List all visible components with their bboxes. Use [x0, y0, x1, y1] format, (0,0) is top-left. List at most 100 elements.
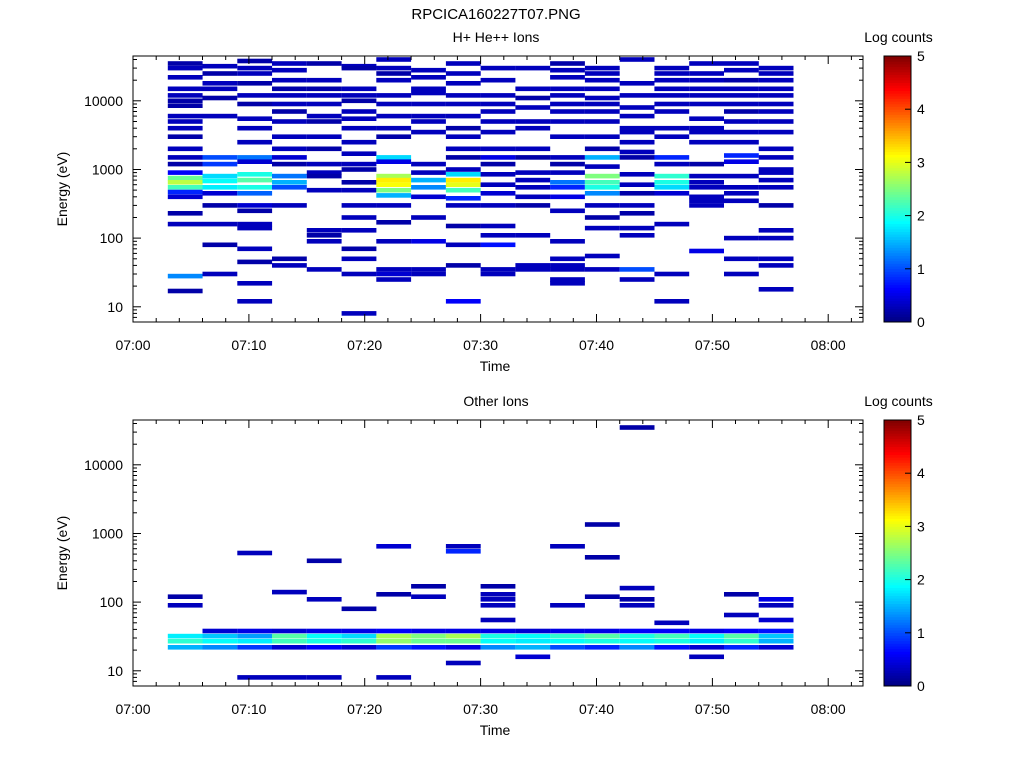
colorbar-swatch: [884, 667, 911, 671]
colorbar-tick-label: 2: [917, 572, 925, 588]
colorbar-swatch: [884, 608, 911, 612]
heatmap-cell: [689, 125, 724, 131]
colorbar-swatch: [884, 56, 911, 60]
panel-title: Other Ions: [463, 393, 528, 409]
heatmap-cell: [202, 242, 238, 248]
colorbar-swatch: [884, 66, 911, 70]
colorbar-swatch: [884, 173, 911, 177]
colorbar-swatch: [884, 242, 911, 246]
colorbar-swatch: [884, 502, 911, 506]
heatmap-cell: [306, 61, 342, 66]
heatmap-cell: [341, 256, 377, 262]
heatmap-cell: [724, 271, 759, 277]
colorbar-tick-label: 5: [917, 412, 925, 428]
heatmap-cell: [550, 134, 585, 139]
colorbar-swatch: [884, 154, 911, 158]
heatmap-cell: [376, 239, 412, 244]
heatmap-cell: [445, 544, 481, 549]
heatmap-cell: [515, 263, 551, 268]
colorbar-swatch: [884, 181, 911, 185]
x-axis: 07:00 07:10 07:20 07:30 07:40 07:50 08:00: [115, 420, 852, 717]
heatmap-cell: [411, 239, 446, 244]
heatmap-cell: [202, 95, 238, 101]
heatmap-cell: [619, 57, 655, 62]
colorbar-swatch: [884, 295, 911, 299]
heatmap-cell: [550, 544, 585, 549]
heatmap-cell: [411, 75, 446, 80]
heatmap-cell: [202, 628, 238, 634]
colorbar-swatch: [884, 590, 911, 594]
y-tick-label: 10000: [84, 457, 123, 473]
colorbar-swatch: [884, 204, 911, 209]
heatmap-cell: [272, 155, 307, 160]
colorbar-swatch: [884, 497, 911, 501]
colorbar-swatch: [884, 103, 911, 107]
heatmap-cell: [306, 161, 342, 167]
colorbar-swatch: [884, 571, 911, 575]
heatmap-cell: [202, 86, 238, 92]
colorbar-swatch: [884, 316, 911, 320]
heatmap-cell: [515, 105, 551, 110]
heatmap-cell: [619, 211, 655, 216]
colorbar-swatch: [884, 603, 911, 607]
colorbar-swatch: [884, 435, 911, 440]
x-tick-label: 07:10: [231, 337, 266, 353]
heatmap-cell: [167, 65, 203, 71]
colorbar-swatch: [884, 122, 911, 126]
colorbar-swatch: [884, 683, 911, 687]
colorbar-swatch: [884, 646, 911, 650]
heatmap-cell: [550, 263, 585, 268]
heatmap-cell: [758, 71, 794, 76]
colorbar-swatch: [884, 614, 911, 618]
heatmap-cell: [306, 134, 342, 139]
heatmap-cell: [584, 215, 620, 220]
heatmap-cell: [654, 93, 690, 98]
heatmap-cell: [584, 155, 620, 160]
colorbar-swatch: [884, 489, 911, 493]
heatmap-cell: [480, 182, 516, 187]
colorbar-swatch: [884, 258, 911, 262]
heatmap-cell: [237, 259, 273, 265]
colorbar-swatch: [884, 611, 911, 615]
colorbar-tick-label: 0: [917, 678, 925, 694]
heatmap-cell: [689, 161, 724, 167]
heatmap-cell: [272, 134, 307, 139]
heatmap-cell: [445, 61, 481, 66]
heatmap-cell: [341, 628, 377, 634]
heatmap-cell: [341, 187, 377, 193]
heatmap-cell: [515, 95, 551, 101]
heatmap-cell: [689, 194, 724, 200]
heatmap-cell: [237, 93, 273, 98]
colorbar-swatch: [884, 529, 911, 533]
heatmap-cell: [480, 129, 516, 135]
colorbar-swatch: [884, 672, 911, 676]
heatmap-cell: [445, 633, 481, 639]
heatmap-cell: [654, 125, 690, 131]
colorbar-swatch: [884, 433, 911, 437]
colorbar-swatch: [884, 542, 911, 546]
heatmap-cell: [376, 203, 412, 208]
heatmap-cell: [272, 77, 307, 83]
heatmap-cell: [376, 592, 412, 597]
heatmap-cell: [341, 606, 377, 612]
heatmap-cell: [306, 113, 342, 119]
colorbar-swatch: [884, 534, 911, 538]
heatmap-cell: [480, 119, 516, 124]
heatmap-cell: [272, 180, 307, 185]
heatmap-cell: [237, 65, 273, 71]
colorbar-swatch: [884, 58, 911, 62]
colorbar-swatch: [884, 231, 911, 235]
heatmap-cell: [306, 187, 342, 193]
heatmap-cell: [550, 93, 585, 98]
heatmap-cell: [376, 77, 412, 83]
heatmap-cell: [237, 58, 273, 64]
heatmap-cell: [202, 645, 238, 650]
heatmap-cell: [202, 191, 238, 196]
heatmap-cell: [584, 146, 620, 152]
heatmap-cell: [550, 603, 585, 608]
heatmap-cell: [619, 633, 655, 639]
heatmap-cell: [272, 633, 307, 639]
heatmap-cell: [167, 288, 203, 294]
heatmap-cell: [515, 267, 551, 272]
colorbar-swatch: [884, 79, 911, 83]
